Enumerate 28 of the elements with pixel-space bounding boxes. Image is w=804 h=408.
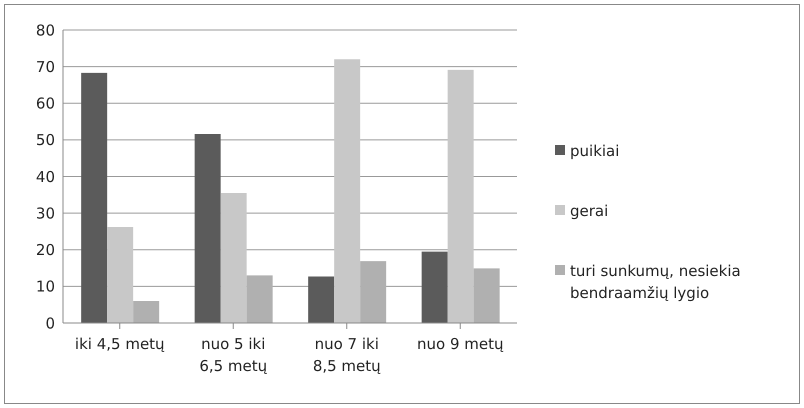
y-tick-label: 60 (36, 94, 55, 113)
bar (474, 268, 500, 323)
x-tick-label: nuo 7 iki 8,5 metų (312, 335, 382, 375)
y-tick-label: 0 (45, 314, 55, 332)
y-tick-label: 70 (36, 58, 55, 76)
y-tick-label: 10 (36, 278, 55, 296)
bar (81, 72, 108, 323)
bar (107, 227, 134, 323)
bar (220, 192, 247, 323)
legend-label: gerai (570, 201, 610, 222)
bar (246, 275, 273, 323)
bar (133, 301, 160, 323)
x-tick-label: nuo 9 metų (417, 335, 504, 353)
y-tick-label: 30 (36, 204, 55, 222)
bar (448, 70, 474, 323)
legend-label: turi sunkumų, nesiekia bendraamžių lygio (570, 261, 742, 304)
legend-label: puikiai (570, 141, 620, 162)
y-tick-label: 20 (36, 241, 55, 260)
bar (194, 134, 221, 323)
y-tick-label: 80 (36, 21, 55, 40)
bar (422, 252, 448, 323)
bar (360, 261, 386, 323)
bar (308, 276, 334, 323)
bar (334, 59, 360, 323)
y-tick-label: 40 (36, 168, 55, 186)
x-tick-label: iki 4,5 metų (74, 335, 166, 353)
x-tick-label: nuo 5 iki 6,5 metų (199, 335, 268, 375)
y-tick-label: 50 (36, 131, 55, 150)
